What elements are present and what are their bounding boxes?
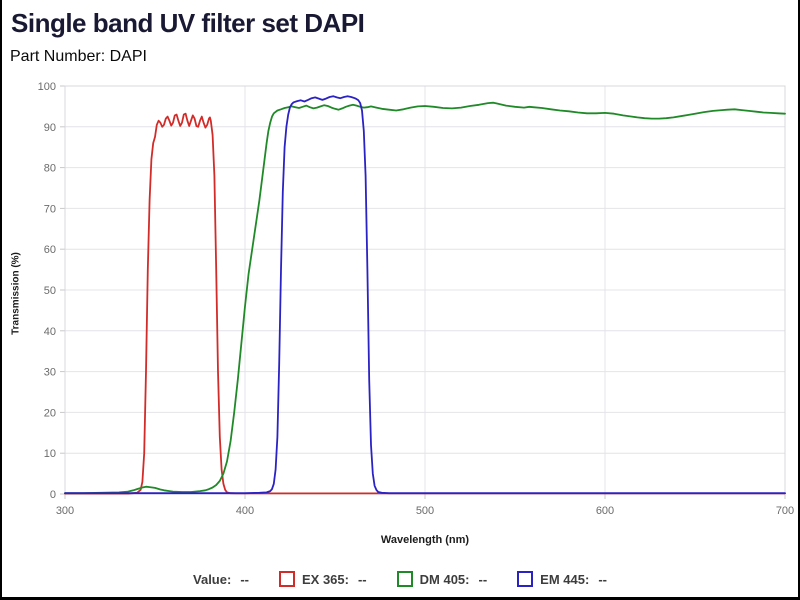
legend-swatch-dm-405 <box>396 571 413 587</box>
y-tick-label-30: 30 <box>44 367 56 379</box>
x-tick-label-500: 500 <box>416 505 434 517</box>
series-line-ex-365 <box>64 112 786 495</box>
y-tick-label-10: 10 <box>44 448 56 460</box>
part-number-subtitle: Part Number: DAPI <box>10 48 147 65</box>
legend-swatch-ex-365 <box>278 571 295 587</box>
legend-value-ex-365: -- <box>357 571 367 587</box>
series-line-dm-405 <box>64 101 786 495</box>
x-tick-label-600: 600 <box>596 505 614 517</box>
legend-value: -- <box>240 571 249 587</box>
y-tick-label-100: 100 <box>38 81 56 93</box>
legend-value-label: Value: <box>193 571 232 587</box>
legend-item-ex-365[interactable]: EX 365: -- <box>278 571 367 587</box>
x-tick-label-400: 400 <box>236 505 254 517</box>
legend-label-dm-405: DM 405: <box>419 571 470 587</box>
legend-value-em-445: -- <box>598 571 607 587</box>
legend-label-ex-365: EX 365: <box>301 571 349 587</box>
y-tick-label-40: 40 <box>44 326 56 338</box>
y-tick-label-80: 80 <box>44 163 56 175</box>
chart-legend: Value: -- EX 365: -- DM 405: -- EM 445: -- <box>2 566 798 592</box>
legend-item-value: Value: -- <box>193 572 249 587</box>
y-tick-label-90: 90 <box>44 122 56 134</box>
page-title: Single band UV filter set DAPI <box>11 8 365 38</box>
y-tick-label-20: 20 <box>44 407 56 419</box>
legend-swatch-em-445 <box>517 571 534 587</box>
legend-item-dm-405[interactable]: DM 405: -- <box>396 571 488 587</box>
x-tick-label-300: 300 <box>56 505 74 517</box>
x-axis-title: Wavelength (nm) <box>380 534 470 546</box>
plot-canvas[interactable]: 0 10 20 30 40 50 60 70 80 90 100 300 400 500 600 700 <box>2 0 800 560</box>
y-tick-label-70: 70 <box>44 203 56 215</box>
legend-value-dm-405: -- <box>478 571 488 587</box>
x-tick-label-700: 700 <box>776 505 794 517</box>
y-tick-label-50: 50 <box>44 285 56 297</box>
legend-label-em-445: EM 445: <box>540 571 590 587</box>
legend-item-em-445[interactable]: EM 445: -- <box>517 571 607 587</box>
y-tick-label-0: 0 <box>50 489 56 501</box>
y-axis-title: Transmission (%) <box>10 252 22 335</box>
y-tick-label-60: 60 <box>44 244 56 256</box>
series-line-em-445 <box>64 95 786 495</box>
